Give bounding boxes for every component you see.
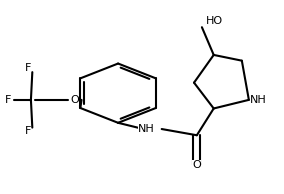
Text: F: F: [25, 63, 31, 73]
Text: HO: HO: [206, 16, 223, 26]
Text: O: O: [193, 160, 201, 170]
Text: F: F: [5, 95, 12, 105]
Text: F: F: [25, 126, 31, 136]
Text: NH: NH: [138, 124, 154, 134]
Text: NH: NH: [250, 95, 267, 105]
Text: O: O: [70, 95, 79, 105]
